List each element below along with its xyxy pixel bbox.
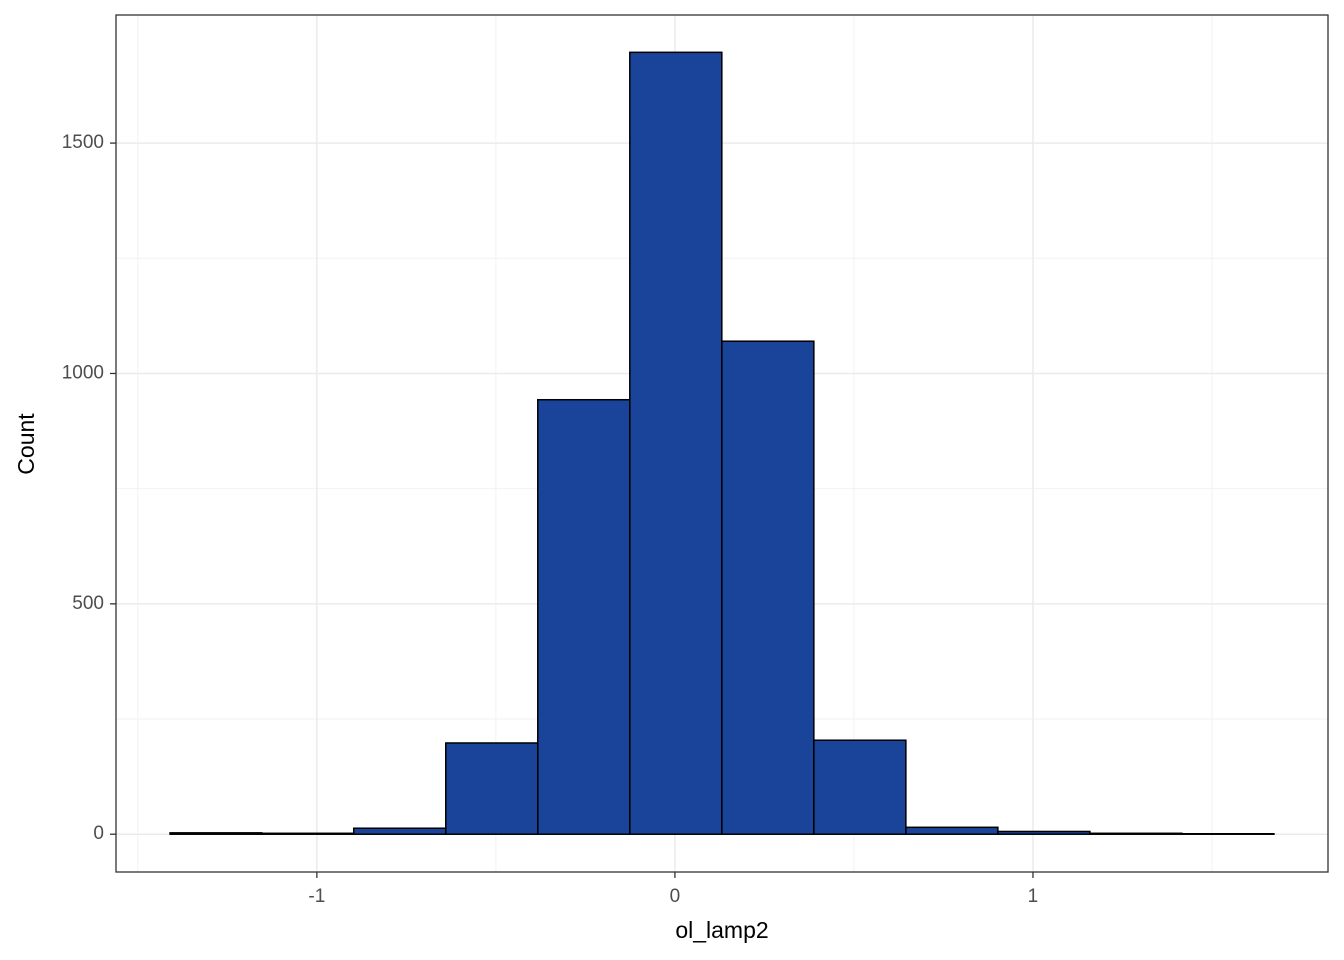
bar [537,398,631,835]
y-axis-label: Count [13,413,39,475]
x-tick-label: 0 [670,886,681,907]
bar [997,830,1091,835]
y-tick-label: 1000 [62,362,104,383]
x-tick-label: 1 [1028,886,1039,907]
bar [1089,832,1183,835]
x-tick-label: -1 [308,886,325,907]
bar [260,832,355,835]
bar [629,51,723,835]
bar [169,832,263,835]
bar [813,739,907,835]
panel-border [115,14,1329,873]
y-tick-label: 0 [93,823,104,844]
bar [905,826,999,835]
bar [721,340,815,835]
x-axis-label: ol_lamp2 [675,917,768,943]
y-tick-label: 500 [72,593,104,614]
y-tick-label: 1500 [62,132,104,153]
bar [445,742,539,835]
bar [352,827,447,835]
